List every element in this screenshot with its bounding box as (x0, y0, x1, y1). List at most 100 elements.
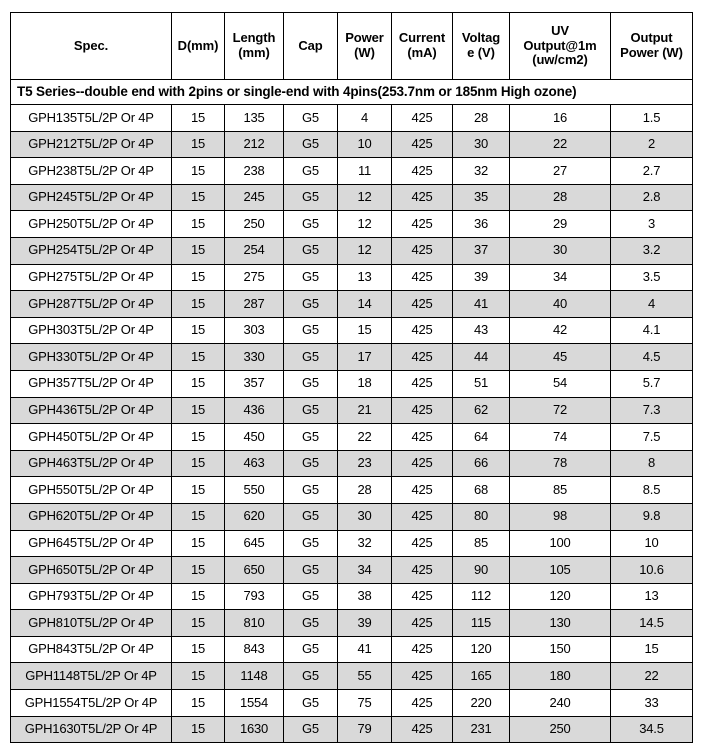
cell-spec: GPH303T5L/2P Or 4P (10, 316, 172, 345)
table-row: GPH275T5L/2P Or 4P 15 275 G5 13 425 39 34 3.5 (10, 263, 693, 292)
cell-length: 550 (224, 476, 284, 504)
cell-d: 15 (171, 423, 225, 451)
column-header-output-line-1: Power (W) (620, 45, 683, 60)
cell-voltage: 85 (452, 529, 510, 558)
cell-length: 250 (224, 210, 284, 238)
cell-length: 330 (224, 343, 284, 371)
column-header-output-line-0: Output (630, 30, 673, 46)
cell-d: 15 (171, 609, 225, 637)
cell-length: 463 (224, 449, 284, 478)
cell-voltage: 37 (452, 236, 510, 265)
cell-uv: 85 (509, 476, 611, 504)
cell-current: 425 (391, 423, 453, 451)
cell-current: 425 (391, 582, 453, 611)
cell-spec: GPH620T5L/2P Or 4P (10, 502, 172, 531)
cell-voltage: 120 (452, 635, 510, 664)
table-row: GPH843T5L/2P Or 4P 15 843 G5 41 425 120 150 15 (10, 635, 693, 664)
column-header-current-line-0: Current (398, 30, 446, 46)
cell-spec: GPH212T5L/2P Or 4P (10, 130, 172, 159)
cell-current: 425 (391, 476, 453, 504)
cell-cap: G5 (283, 476, 338, 504)
cell-uv: 180 (509, 662, 611, 691)
cell-current: 425 (391, 529, 453, 558)
section-title-row: T5 Series--double end with 2pins or sing… (10, 79, 693, 105)
cell-length: 650 (224, 556, 284, 584)
table-row: GPH1630T5L/2P Or 4P 15 1630 G5 79 425 231 250 34… (10, 715, 693, 743)
cell-cap: G5 (283, 662, 338, 691)
cell-length: 287 (224, 290, 284, 318)
cell-spec: GPH245T5L/2P Or 4P (10, 183, 172, 212)
cell-length: 1630 (224, 715, 284, 743)
cell-length: 303 (224, 316, 284, 345)
cell-current: 425 (391, 556, 453, 584)
cell-output: 14.5 (610, 609, 693, 637)
column-header-current-line-1: (mA) (407, 45, 437, 60)
cell-d: 15 (171, 130, 225, 159)
column-header-power-line-0: Power (345, 30, 384, 46)
cell-spec: GPH450T5L/2P Or 4P (10, 423, 172, 451)
cell-d: 15 (171, 635, 225, 664)
cell-power: 34 (337, 556, 392, 584)
cell-d: 15 (171, 316, 225, 345)
table-header: Spec. D(mm) Length (mm) Cap Power (W) Current (m… (10, 12, 693, 80)
cell-spec: GPH287T5L/2P Or 4P (10, 290, 172, 318)
header-row: Spec. D(mm) Length (mm) Cap Power (W) Current (m… (10, 12, 693, 80)
cell-uv: 240 (509, 689, 611, 717)
cell-power: 18 (337, 369, 392, 398)
cell-spec: GPH436T5L/2P Or 4P (10, 396, 172, 425)
table-row: GPH650T5L/2P Or 4P 15 650 G5 34 425 90 105 10.6 (10, 556, 693, 584)
cell-output: 8.5 (610, 476, 693, 504)
column-header-voltage-line-1: e (V) (467, 45, 495, 60)
cell-cap: G5 (283, 104, 338, 132)
column-header-spec-line-0: Spec. (73, 37, 109, 53)
cell-length: 212 (224, 130, 284, 159)
cell-power: 10 (337, 130, 392, 159)
table-row: GPH287T5L/2P Or 4P 15 287 G5 14 425 41 40 4 (10, 290, 693, 318)
cell-output: 34.5 (610, 715, 693, 743)
cell-d: 15 (171, 210, 225, 238)
cell-output: 22 (610, 662, 693, 691)
cell-d: 15 (171, 263, 225, 292)
cell-length: 645 (224, 529, 284, 558)
cell-uv: 74 (509, 423, 611, 451)
table-row: GPH810T5L/2P Or 4P 15 810 G5 39 425 115 130 14.5 (10, 609, 693, 637)
cell-cap: G5 (283, 369, 338, 398)
cell-uv: 150 (509, 635, 611, 664)
cell-d: 15 (171, 236, 225, 265)
cell-voltage: 30 (452, 130, 510, 159)
cell-length: 450 (224, 423, 284, 451)
table-row: GPH450T5L/2P Or 4P 15 450 G5 22 425 64 74 7.5 (10, 423, 693, 451)
column-header-length-line-1: (mm) (238, 45, 270, 60)
cell-output: 2 (610, 130, 693, 159)
column-header-d-line-0: D(mm) (177, 37, 219, 53)
cell-cap: G5 (283, 210, 338, 238)
table-row: GPH245T5L/2P Or 4P 15 245 G5 12 425 35 28 2.8 (10, 183, 693, 212)
cell-d: 15 (171, 529, 225, 558)
cell-voltage: 41 (452, 290, 510, 318)
cell-spec: GPH1554T5L/2P Or 4P (10, 689, 172, 717)
cell-d: 15 (171, 104, 225, 132)
cell-cap: G5 (283, 343, 338, 371)
cell-voltage: 64 (452, 423, 510, 451)
cell-cap: G5 (283, 316, 338, 345)
cell-cap: G5 (283, 715, 338, 743)
cell-power: 17 (337, 343, 392, 371)
cell-uv: 42 (509, 316, 611, 345)
cell-d: 15 (171, 343, 225, 371)
cell-d: 15 (171, 369, 225, 398)
cell-power: 11 (337, 157, 392, 185)
cell-output: 4 (610, 290, 693, 318)
cell-power: 23 (337, 449, 392, 478)
cell-length: 793 (224, 582, 284, 611)
column-header-cap-line-0: Cap (298, 37, 323, 53)
cell-current: 425 (391, 104, 453, 132)
cell-cap: G5 (283, 582, 338, 611)
column-header-cap: Cap (283, 12, 338, 80)
table-row: GPH620T5L/2P Or 4P 15 620 G5 30 425 80 98 9.8 (10, 502, 693, 531)
cell-voltage: 220 (452, 689, 510, 717)
cell-current: 425 (391, 609, 453, 637)
cell-voltage: 66 (452, 449, 510, 478)
table-row: GPH238T5L/2P Or 4P 15 238 G5 11 425 32 27 2.7 (10, 157, 693, 185)
cell-spec: GPH238T5L/2P Or 4P (10, 157, 172, 185)
table-row: GPH135T5L/2P Or 4P 15 135 G5 4 425 28 16 1.5 (10, 104, 693, 132)
